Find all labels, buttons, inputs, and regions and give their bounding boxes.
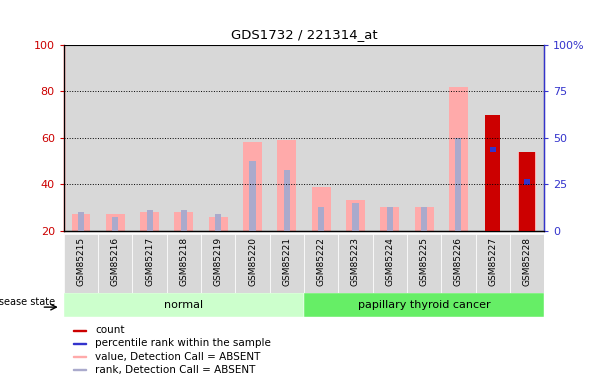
Bar (318, 207, 324, 231)
FancyBboxPatch shape (270, 234, 304, 292)
Text: GSM85219: GSM85219 (214, 237, 223, 286)
Bar (249, 161, 255, 231)
Bar (106, 214, 125, 231)
Bar (485, 115, 500, 231)
Bar (64, 45, 98, 231)
FancyBboxPatch shape (201, 234, 235, 292)
Bar (475, 45, 510, 231)
FancyBboxPatch shape (407, 234, 441, 292)
Bar (235, 45, 270, 231)
Bar (353, 203, 359, 231)
Bar (78, 212, 84, 231)
Bar (140, 212, 159, 231)
Bar (387, 207, 393, 231)
Bar (284, 170, 290, 231)
Bar (277, 140, 296, 231)
Bar (133, 45, 167, 231)
Bar (449, 87, 468, 231)
FancyBboxPatch shape (133, 234, 167, 292)
FancyBboxPatch shape (235, 234, 270, 292)
Text: GSM85228: GSM85228 (522, 237, 531, 286)
Text: rank, Detection Call = ABSENT: rank, Detection Call = ABSENT (95, 364, 255, 375)
Bar (174, 212, 193, 231)
Text: GSM85220: GSM85220 (248, 237, 257, 286)
FancyBboxPatch shape (373, 234, 407, 292)
Bar (373, 45, 407, 231)
FancyBboxPatch shape (510, 234, 544, 292)
Text: GSM85225: GSM85225 (420, 237, 429, 286)
Text: GSM85216: GSM85216 (111, 237, 120, 286)
Bar (201, 45, 235, 231)
FancyBboxPatch shape (304, 234, 338, 292)
Bar (381, 207, 399, 231)
Text: GSM85217: GSM85217 (145, 237, 154, 286)
Bar (74, 356, 86, 357)
Bar (510, 45, 544, 231)
Bar (147, 210, 153, 231)
Bar (181, 210, 187, 231)
Bar (519, 152, 534, 231)
Text: GSM85221: GSM85221 (282, 237, 291, 286)
Text: percentile rank within the sample: percentile rank within the sample (95, 339, 271, 348)
Text: GSM85218: GSM85218 (179, 237, 188, 286)
FancyBboxPatch shape (64, 234, 98, 292)
Bar (524, 179, 530, 185)
FancyBboxPatch shape (304, 292, 544, 317)
FancyBboxPatch shape (98, 234, 133, 292)
Text: normal: normal (164, 300, 204, 310)
Text: GSM85215: GSM85215 (77, 237, 86, 286)
FancyBboxPatch shape (338, 234, 373, 292)
Bar (312, 186, 331, 231)
Bar (72, 214, 91, 231)
Text: GSM85223: GSM85223 (351, 237, 360, 286)
Bar (407, 45, 441, 231)
FancyBboxPatch shape (441, 234, 475, 292)
Bar (415, 207, 434, 231)
Bar (304, 45, 338, 231)
Text: count: count (95, 326, 125, 335)
Text: GSM85222: GSM85222 (317, 237, 326, 286)
Bar (167, 45, 201, 231)
Bar (74, 369, 86, 370)
Bar (243, 142, 262, 231)
Bar (421, 207, 427, 231)
FancyBboxPatch shape (167, 234, 201, 292)
Text: papillary thyroid cancer: papillary thyroid cancer (358, 300, 491, 310)
Bar (215, 214, 221, 231)
Bar (517, 152, 536, 231)
Bar (270, 45, 304, 231)
Bar (489, 147, 496, 152)
Text: value, Detection Call = ABSENT: value, Detection Call = ABSENT (95, 351, 260, 361)
Title: GDS1732 / 221314_at: GDS1732 / 221314_at (230, 28, 378, 41)
Text: disease state: disease state (0, 297, 55, 307)
Bar (455, 138, 461, 231)
Bar (112, 217, 119, 231)
Bar (338, 45, 373, 231)
Text: GSM85226: GSM85226 (454, 237, 463, 286)
Bar (74, 330, 86, 331)
FancyBboxPatch shape (64, 292, 304, 317)
Bar (209, 217, 227, 231)
Bar (441, 45, 475, 231)
Bar (346, 201, 365, 231)
Text: GSM85227: GSM85227 (488, 237, 497, 286)
Text: GSM85224: GSM85224 (385, 237, 394, 286)
Bar (98, 45, 133, 231)
Bar (74, 343, 86, 344)
FancyBboxPatch shape (475, 234, 510, 292)
